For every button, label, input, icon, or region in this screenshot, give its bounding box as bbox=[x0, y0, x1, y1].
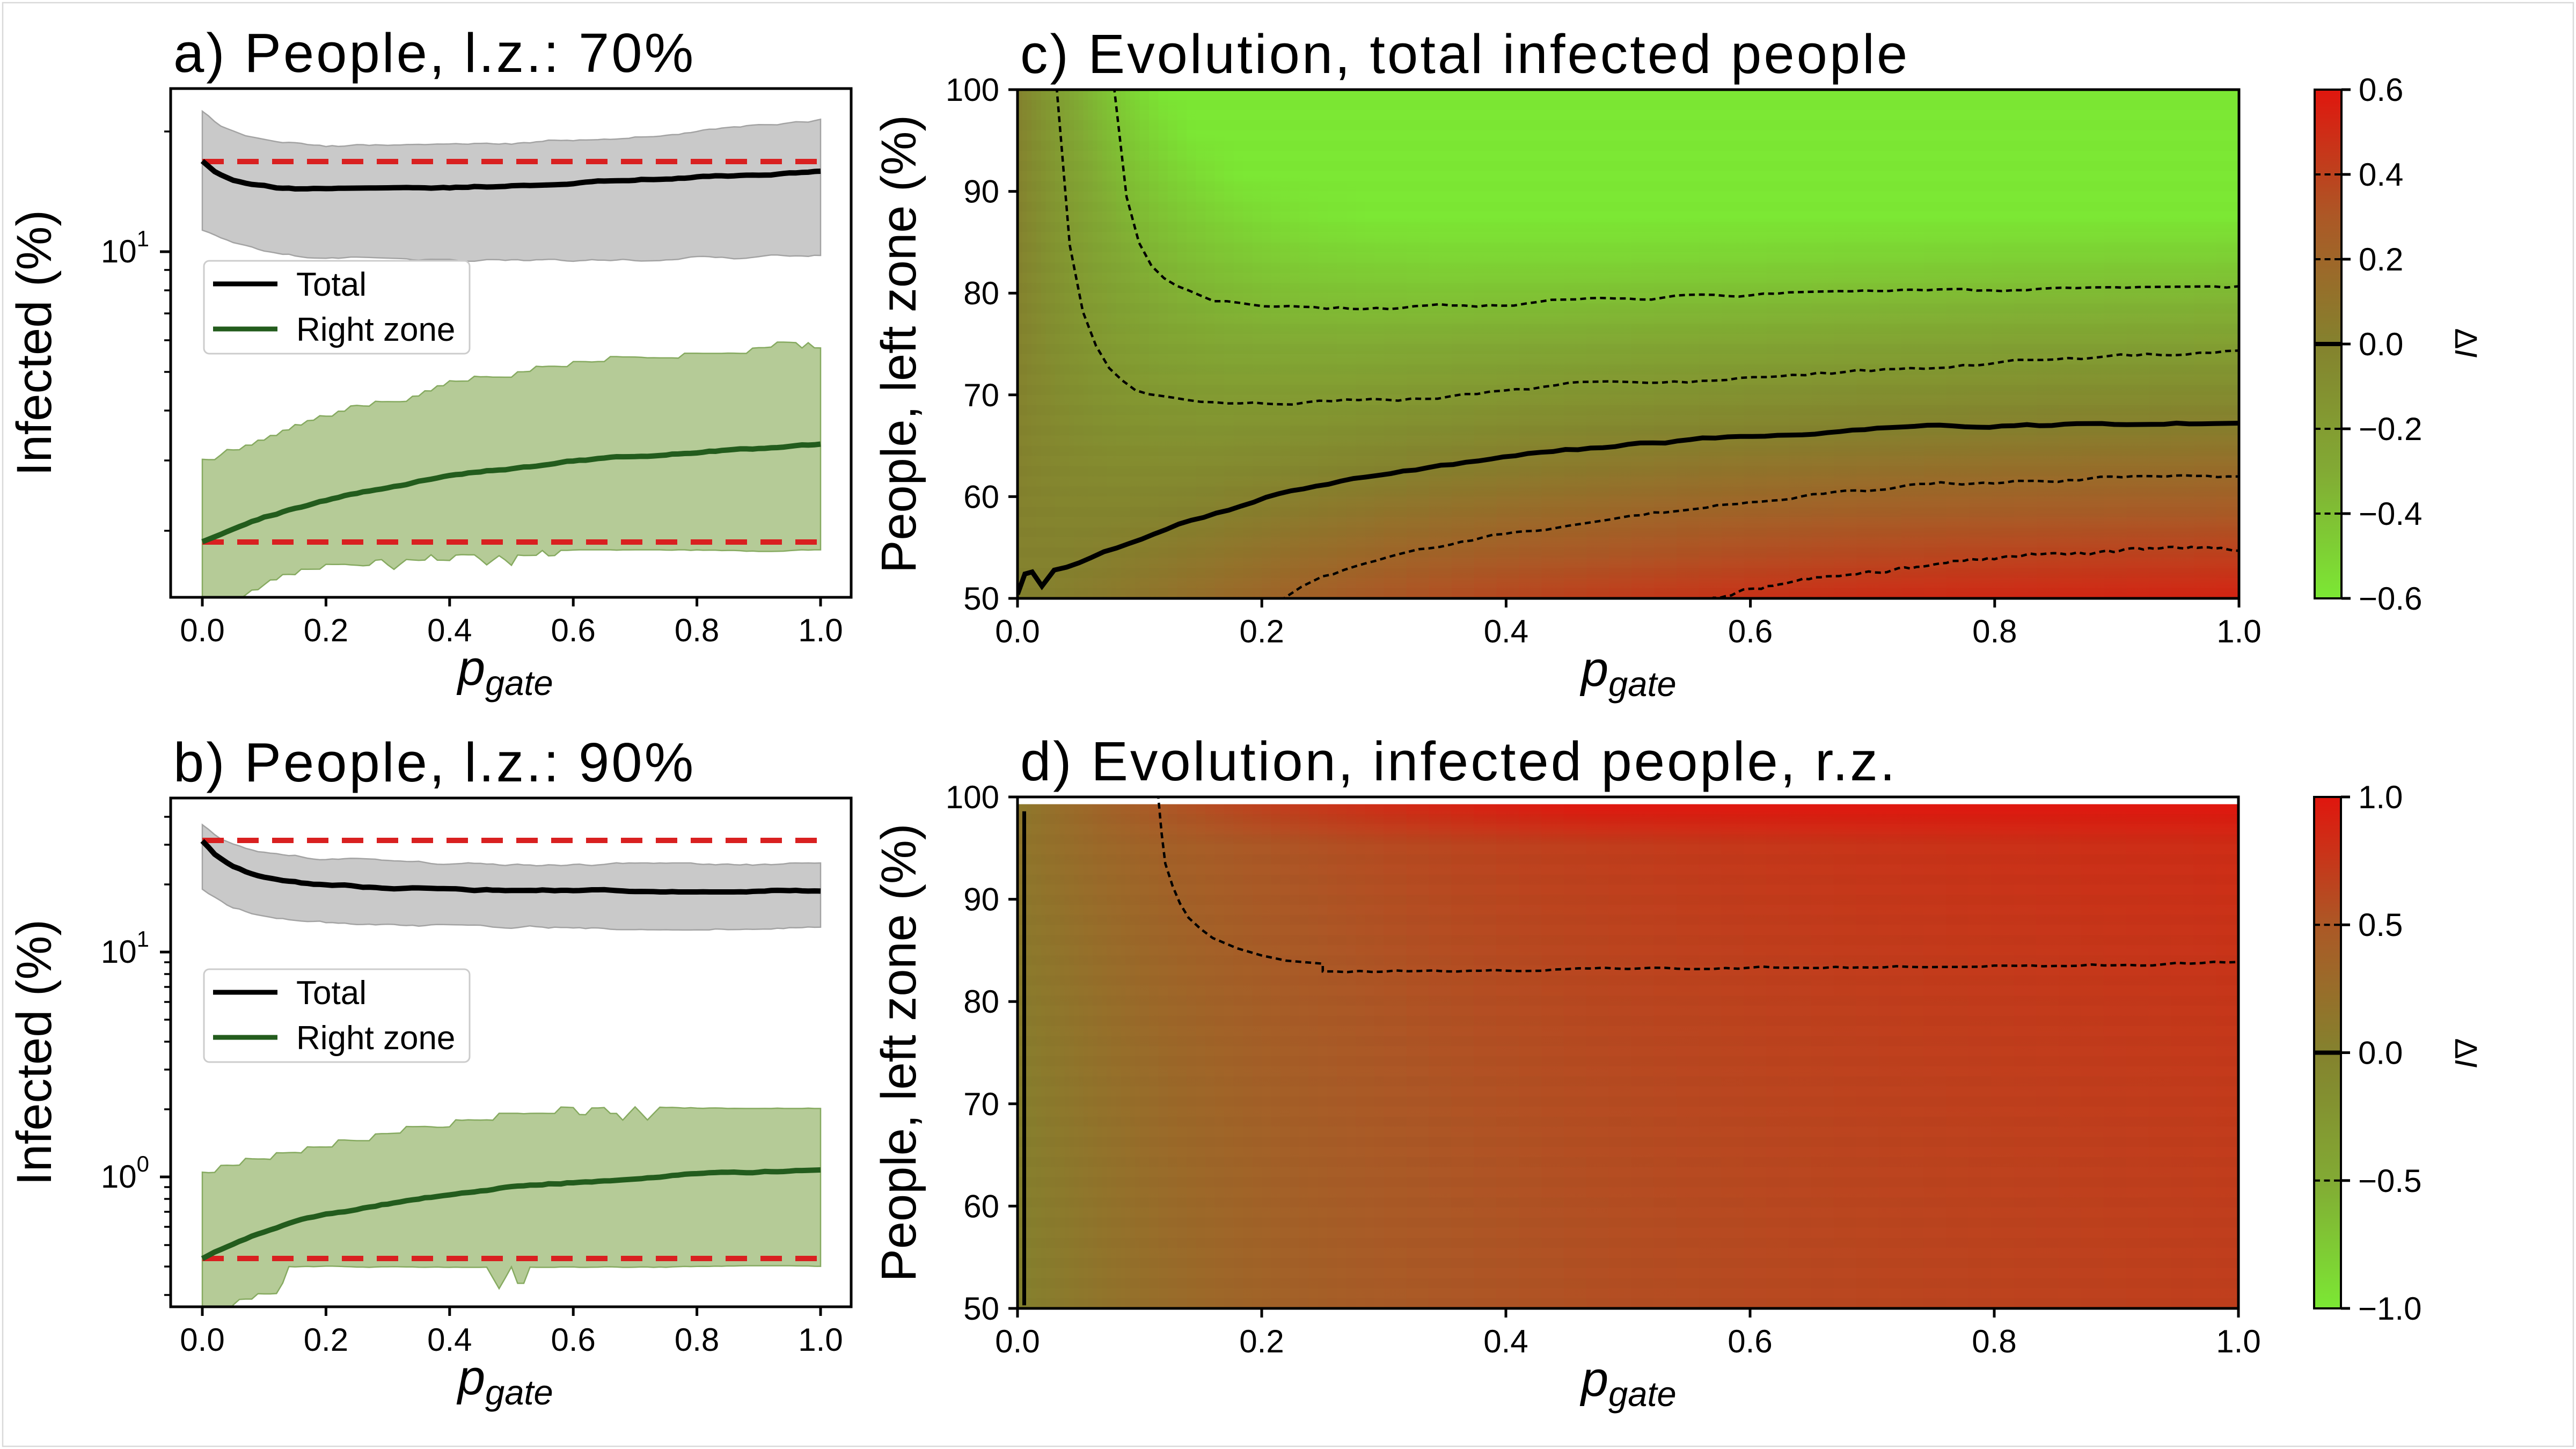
svg-text:0.6: 0.6 bbox=[551, 612, 595, 648]
svg-text:0.8: 0.8 bbox=[675, 612, 719, 648]
svg-text:0.2: 0.2 bbox=[304, 1322, 348, 1358]
svg-text:c) Evolution, total infected p: c) Evolution, total infected people bbox=[1020, 23, 1909, 85]
svg-text:0.6: 0.6 bbox=[1728, 1323, 1772, 1359]
svg-text:0.6: 0.6 bbox=[1728, 613, 1773, 649]
svg-text:0.4: 0.4 bbox=[1483, 1323, 1528, 1359]
svg-text:70: 70 bbox=[963, 377, 999, 413]
svg-text:100: 100 bbox=[946, 72, 999, 108]
svg-text:Right zone: Right zone bbox=[296, 1020, 455, 1057]
svg-text:60: 60 bbox=[963, 1188, 999, 1224]
svg-text:pgate: pgate bbox=[456, 1350, 553, 1412]
svg-text:80: 80 bbox=[963, 275, 999, 311]
svg-text:People, left zone (%): People, left zone (%) bbox=[872, 115, 926, 573]
svg-text:0.0: 0.0 bbox=[995, 1323, 1040, 1359]
svg-text:0.8: 0.8 bbox=[1972, 1323, 2016, 1359]
svg-text:0.6: 0.6 bbox=[551, 1322, 595, 1358]
svg-text:70: 70 bbox=[963, 1086, 999, 1122]
svg-text:ΔI: ΔI bbox=[2448, 328, 2483, 358]
svg-text:50: 50 bbox=[963, 581, 999, 617]
svg-text:−0.6: −0.6 bbox=[2359, 581, 2422, 617]
svg-text:0.6: 0.6 bbox=[2359, 72, 2403, 108]
svg-text:50: 50 bbox=[963, 1291, 999, 1327]
svg-text:0.4: 0.4 bbox=[2359, 157, 2403, 193]
svg-text:0.8: 0.8 bbox=[1972, 613, 2017, 649]
svg-text:60: 60 bbox=[963, 479, 999, 515]
svg-text:100: 100 bbox=[946, 779, 999, 815]
svg-text:Infected (%): Infected (%) bbox=[7, 210, 62, 476]
svg-text:0.0: 0.0 bbox=[180, 612, 224, 648]
svg-text:−1.0: −1.0 bbox=[2358, 1291, 2421, 1327]
svg-text:80: 80 bbox=[963, 984, 999, 1020]
svg-text:0.4: 0.4 bbox=[1484, 613, 1528, 649]
svg-text:0.5: 0.5 bbox=[2358, 907, 2403, 943]
svg-text:1.0: 1.0 bbox=[2358, 779, 2403, 815]
svg-text:−0.5: −0.5 bbox=[2358, 1163, 2421, 1199]
svg-text:0.8: 0.8 bbox=[675, 1322, 719, 1358]
svg-text:ΔI: ΔI bbox=[2448, 1038, 2483, 1068]
svg-text:People, left zone (%): People, left zone (%) bbox=[872, 823, 926, 1282]
svg-text:1.0: 1.0 bbox=[2216, 1323, 2260, 1359]
svg-text:Right zone: Right zone bbox=[296, 311, 455, 348]
svg-text:90: 90 bbox=[963, 174, 999, 210]
svg-text:0.2: 0.2 bbox=[1239, 613, 1284, 649]
svg-text:1.0: 1.0 bbox=[798, 612, 843, 648]
svg-text:0.0: 0.0 bbox=[995, 613, 1040, 649]
svg-text:−0.4: −0.4 bbox=[2359, 496, 2422, 532]
svg-text:1.0: 1.0 bbox=[798, 1322, 843, 1358]
svg-text:Infected (%): Infected (%) bbox=[7, 919, 62, 1185]
svg-text:0.4: 0.4 bbox=[427, 1322, 472, 1358]
svg-text:Total: Total bbox=[296, 975, 367, 1012]
svg-text:−0.2: −0.2 bbox=[2359, 411, 2422, 447]
svg-text:90: 90 bbox=[963, 882, 999, 918]
svg-text:1.0: 1.0 bbox=[2216, 613, 2261, 649]
svg-text:0.0: 0.0 bbox=[2358, 1035, 2403, 1071]
svg-text:a) People, l.z.: 70%: a) People, l.z.: 70% bbox=[173, 22, 696, 84]
svg-text:0.0: 0.0 bbox=[2359, 326, 2403, 362]
svg-text:0.4: 0.4 bbox=[427, 612, 472, 648]
svg-text:Total: Total bbox=[296, 266, 367, 303]
svg-text:0.2: 0.2 bbox=[304, 612, 348, 648]
svg-text:0.2: 0.2 bbox=[1239, 1323, 1284, 1359]
svg-text:0.0: 0.0 bbox=[180, 1322, 224, 1358]
svg-text:0.2: 0.2 bbox=[2359, 241, 2403, 277]
svg-text:b) People, l.z.: 90%: b) People, l.z.: 90% bbox=[173, 731, 696, 793]
svg-text:d) Evolution, infected people,: d) Evolution, infected people, r.z. bbox=[1020, 730, 1897, 792]
